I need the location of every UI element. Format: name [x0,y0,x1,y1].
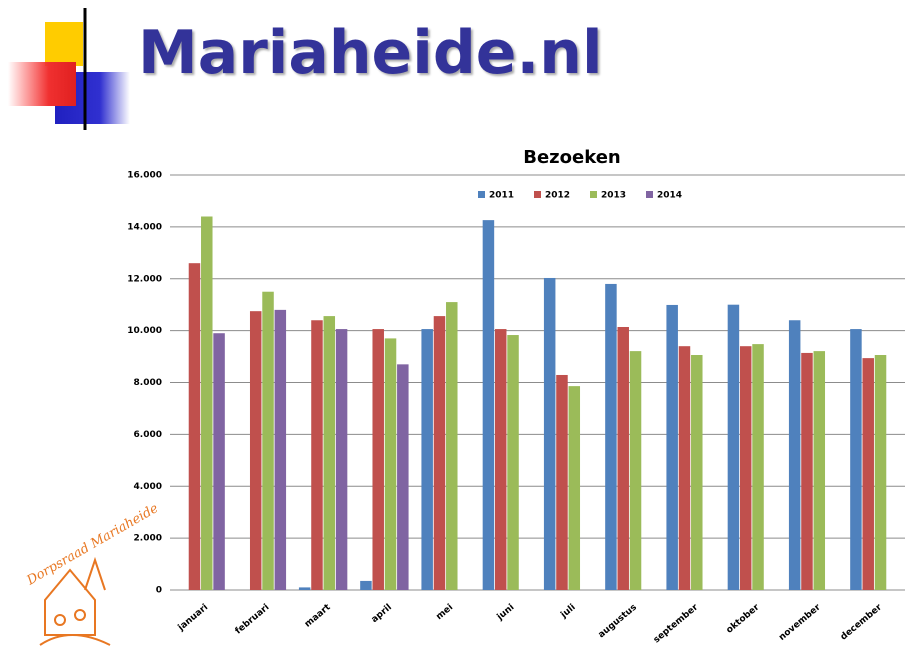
logo-tower [85,560,105,590]
bar [850,329,862,590]
x-tick-label: mei [435,603,456,623]
bar [862,358,874,590]
bar [507,335,519,590]
bar [189,263,201,590]
slide-title: Mariaheide.nl [138,18,603,88]
deco-yellow [45,22,83,66]
x-tick-label: juli [558,603,577,621]
x-tick-label: december [839,602,884,642]
bar [605,284,617,590]
x-tick-label: juni [495,603,517,624]
x-tick-label: januari [176,603,210,634]
legend-swatch [534,191,541,198]
bar [875,355,887,590]
x-tick-label: februari [234,603,272,637]
bar [250,311,262,590]
x-tick-label: november [777,602,823,643]
legend-label: 2014 [657,191,682,201]
bar [679,346,691,590]
bar [213,333,225,590]
bar [691,355,703,590]
bar [495,329,507,590]
bar [385,338,397,590]
x-tick-label: oktober [725,602,762,636]
deco-red [8,62,76,106]
bar [311,320,323,590]
y-tick-label: 8.000 [134,378,162,388]
bar [789,320,801,590]
logo-figure [75,610,85,620]
bar [569,386,581,590]
bar [814,351,826,590]
bar [801,353,813,590]
bar [728,305,740,590]
page: Mariaheide.nl Dorpsraad Mariaheide Bezoe… [0,0,905,650]
bar [617,327,629,590]
legend-swatch [646,191,653,198]
slide: Mariaheide.nl Dorpsraad Mariaheide Bezoe… [0,0,905,650]
bar [666,305,678,590]
bar [275,310,287,590]
y-tick-label: 6.000 [134,430,162,440]
x-tick-label: augustus [597,603,639,641]
bar [446,302,458,590]
bar [740,346,752,590]
legend-swatch [478,191,485,198]
legend-label: 2013 [601,191,626,201]
y-tick-label: 14.000 [127,222,162,232]
legend-swatch [590,191,597,198]
bar [336,329,348,590]
x-tick-label: april [370,603,394,626]
logo-ground [40,635,110,645]
bar [556,375,568,590]
y-tick-label: 16.000 [127,171,162,181]
y-tick-label: 10.000 [127,326,162,336]
x-tick-label: september [652,602,701,645]
plot: 0 2.000 4.000 6.000 8.000 10.000 12.000 14.000 1… [127,171,905,646]
bar [434,316,446,590]
x-tick-label: maart [303,602,333,630]
legend-label: 2012 [545,191,570,201]
y-tick-label: 2.000 [134,534,162,544]
bar [397,364,409,590]
bar [324,316,336,590]
bar [544,278,556,590]
chart-title: Bezoeken [523,147,621,168]
bar [752,344,764,590]
bar [360,581,372,590]
logo-figure [55,615,65,625]
logo-text: Dorpsraad Mariaheide [24,501,162,589]
bar [201,217,213,591]
bar [372,329,384,590]
bar [262,292,274,590]
bar [630,351,642,590]
bar [421,329,433,590]
y-tick-label: 12.000 [127,274,162,284]
bar [483,220,495,590]
legend-label: 2011 [489,191,514,201]
y-tick-label: 0 [156,586,162,596]
bar [299,587,311,590]
y-tick-label: 4.000 [134,482,162,492]
